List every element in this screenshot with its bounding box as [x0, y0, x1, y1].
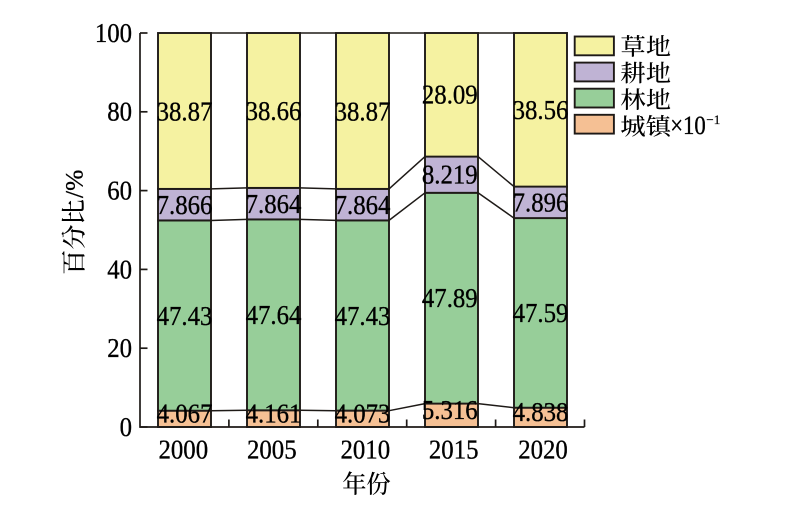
- svg-text:4.838: 4.838: [513, 397, 569, 428]
- svg-text:47.43: 47.43: [335, 301, 391, 332]
- svg-text:2010: 2010: [341, 434, 391, 465]
- svg-text:4.067: 4.067: [157, 398, 213, 429]
- svg-text:2000: 2000: [159, 434, 209, 465]
- svg-text:47.59: 47.59: [513, 298, 569, 329]
- svg-text:4.161: 4.161: [246, 398, 302, 429]
- svg-text:47.64: 47.64: [246, 300, 302, 331]
- svg-text:7.866: 7.866: [157, 190, 213, 221]
- svg-text:7.896: 7.896: [513, 187, 569, 218]
- svg-text:38.87: 38.87: [157, 96, 213, 127]
- svg-text:7.864: 7.864: [335, 190, 391, 221]
- svg-text:28.09: 28.09: [422, 79, 478, 110]
- svg-text:8.219: 8.219: [422, 159, 478, 190]
- svg-text:60: 60: [107, 175, 132, 206]
- svg-text:47.43: 47.43: [157, 301, 213, 332]
- svg-text:7.864: 7.864: [246, 189, 302, 220]
- svg-text:100: 100: [95, 18, 132, 49]
- svg-text:4.073: 4.073: [335, 398, 391, 429]
- svg-text:2015: 2015: [429, 434, 479, 465]
- svg-text:40: 40: [107, 254, 132, 285]
- svg-text:80: 80: [107, 96, 132, 127]
- svg-text:38.87: 38.87: [335, 96, 391, 127]
- svg-text:2020: 2020: [518, 434, 568, 465]
- svg-text:20: 20: [107, 333, 132, 364]
- svg-text:×10: ×10: [670, 112, 706, 141]
- svg-text:2005: 2005: [247, 434, 297, 465]
- svg-text:5.316: 5.316: [422, 395, 478, 426]
- svg-text:47.89: 47.89: [422, 283, 478, 314]
- svg-text:38.66: 38.66: [246, 96, 302, 127]
- svg-text:0: 0: [120, 412, 132, 443]
- svg-text:/%: /%: [60, 170, 89, 198]
- svg-text:38.56: 38.56: [513, 95, 569, 126]
- svg-text:−1: −1: [706, 112, 720, 127]
